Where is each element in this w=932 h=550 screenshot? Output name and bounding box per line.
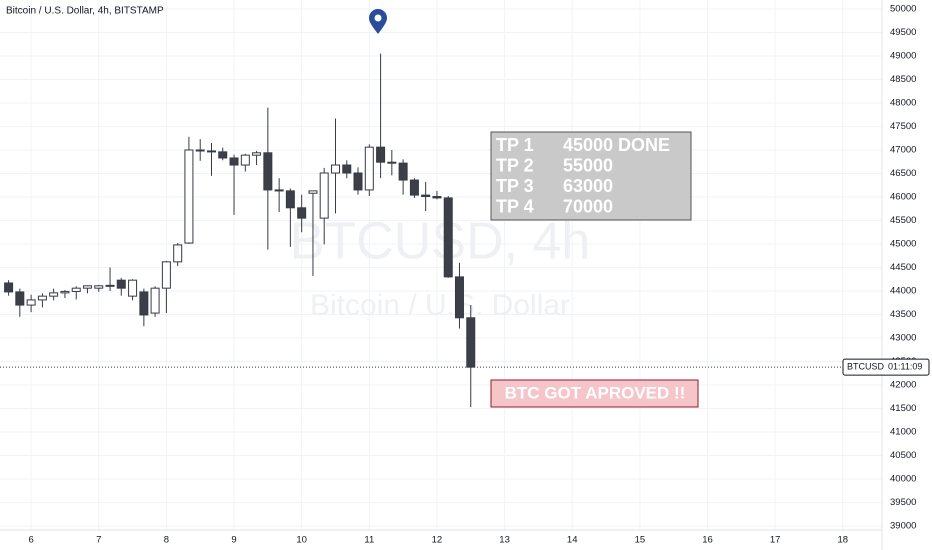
candle-body [207, 150, 217, 153]
candle-body [139, 291, 149, 316]
y-tick-label: 46500 [890, 168, 916, 179]
candle-body [421, 194, 431, 198]
candle-body [49, 292, 59, 297]
y-tick-label: 44000 [890, 285, 916, 296]
targets-box [490, 131, 692, 221]
candle-body [218, 151, 228, 159]
candle-body [432, 196, 442, 199]
candle-body [161, 261, 171, 289]
y-tick-label: 50000 [890, 3, 916, 14]
candle-body [308, 190, 318, 194]
candle-body [240, 154, 250, 166]
candle-body [94, 285, 104, 289]
candle-body [252, 152, 262, 156]
y-tick-label: 49500 [890, 27, 916, 38]
price-tag-countdown: 01:11:09 [888, 362, 922, 372]
x-tick-label: 10 [296, 535, 307, 546]
target-label: TP 2 [496, 155, 534, 175]
x-tick-label: 17 [770, 535, 781, 546]
y-tick-label: 40000 [890, 474, 916, 485]
candle-body [263, 152, 273, 191]
x-tick-label: 14 [567, 535, 578, 546]
watermark: BTCUSD, 4h [290, 213, 591, 271]
candle-body [285, 190, 295, 209]
candle-body [398, 162, 408, 181]
y-tick-label: 42000 [890, 380, 916, 391]
candle-body [409, 179, 419, 196]
candle-body [15, 291, 25, 306]
candle-body [229, 157, 239, 166]
candle-body [195, 149, 205, 152]
x-tick-label: 13 [499, 535, 510, 546]
candle-body [116, 279, 126, 289]
candle-body [82, 285, 92, 289]
y-tick-label: 45500 [890, 215, 916, 226]
target-value: 55000 [563, 155, 613, 175]
y-tick-label: 41000 [890, 427, 916, 438]
candle-body [297, 207, 307, 219]
candle-body [60, 290, 70, 294]
candle-body [4, 282, 14, 293]
y-tick-label: 39000 [890, 521, 916, 532]
x-tick-label: 6 [28, 535, 33, 546]
candles [4, 53, 476, 408]
y-tick-label: 49000 [890, 50, 916, 61]
candle-body [387, 161, 397, 164]
x-tick-label: 18 [837, 535, 848, 546]
target-label: TP 4 [496, 196, 534, 216]
y-tick-label: 41500 [890, 403, 916, 414]
y-tick-label: 46000 [890, 191, 916, 202]
candle-body [173, 244, 183, 263]
y-tick-label: 47000 [890, 144, 916, 155]
candle-body [184, 149, 194, 244]
x-tick-label: 8 [164, 535, 169, 546]
target-value: 70000 [563, 196, 613, 216]
y-tick-label: 47500 [890, 121, 916, 132]
x-tick-label: 16 [702, 535, 713, 546]
candle-body [274, 189, 284, 192]
candle-body [342, 164, 352, 174]
candle-body [466, 317, 476, 368]
grid [0, 0, 882, 530]
target-label: TP 3 [496, 176, 534, 196]
x-tick-label: 11 [364, 535, 374, 546]
candle-body [330, 164, 340, 174]
chart-title: Bitcoin / U.S. Dollar, 4h, BITSTAMP [6, 6, 164, 17]
x-tick-label: 9 [231, 535, 236, 546]
y-tick-label: 48500 [890, 74, 916, 85]
price-tag-symbol: BTCUSD [847, 362, 885, 372]
candle-body [443, 197, 453, 278]
price-tag [842, 358, 930, 376]
candle-body [353, 172, 363, 191]
candle-body [364, 146, 374, 191]
pin-marker [369, 9, 387, 34]
x-tick-label: 15 [635, 535, 646, 546]
target-value: 45000 DONE [563, 135, 670, 155]
candle-body [71, 287, 81, 292]
candle-body [319, 172, 329, 219]
banner-text: BTC GOT APROVED !! [505, 383, 686, 402]
candle-body [128, 279, 138, 297]
target-label: TP 1 [496, 135, 534, 155]
y-tick-label: 44500 [890, 262, 916, 273]
y-tick-label: 48000 [890, 97, 916, 108]
y-tick-label: 40500 [890, 450, 916, 461]
candle-body [150, 287, 160, 314]
candle-body [105, 284, 115, 287]
banner-box [490, 379, 699, 408]
y-tick-label: 43500 [890, 309, 916, 320]
y-tick-label: 43000 [890, 333, 916, 344]
y-tick-label: 39500 [890, 497, 916, 508]
candle-body [26, 299, 36, 306]
x-tick-label: 12 [432, 535, 443, 546]
y-tick-label: 45000 [890, 238, 916, 249]
target-value: 63000 [563, 176, 613, 196]
candle-body [37, 295, 47, 301]
x-tick-label: 7 [96, 535, 101, 546]
candle-body [376, 146, 386, 163]
watermark-subtitle: Bitcoin / U.S. Dollar [310, 289, 570, 322]
candle-body [454, 276, 464, 319]
